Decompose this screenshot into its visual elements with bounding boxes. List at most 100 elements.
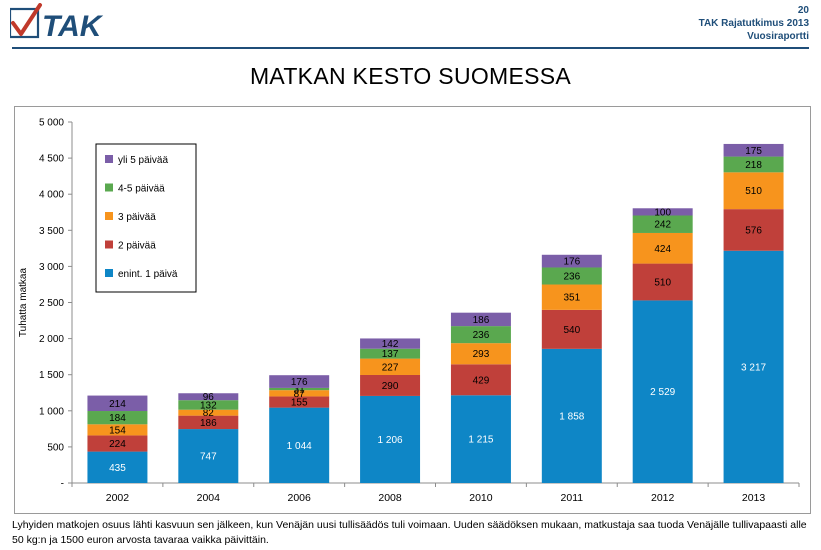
legend-label: 3 päivää — [118, 212, 156, 223]
data-label: 424 — [654, 244, 671, 255]
data-label: 154 — [109, 425, 126, 436]
x-tick-label: 2002 — [106, 492, 130, 504]
chart-legend: yli 5 päivää 4-5 päivää 3 päivää 2 päivää en… — [95, 143, 197, 293]
data-label: 1 044 — [287, 441, 312, 452]
x-tick-label: 2013 — [742, 492, 766, 504]
data-label: 224 — [109, 439, 126, 450]
bar-segment — [178, 393, 239, 401]
data-label: 2 529 — [650, 387, 675, 398]
data-label: 3 217 — [741, 362, 766, 373]
data-label: 242 — [654, 220, 671, 231]
x-tick-label: 2008 — [378, 492, 402, 504]
data-label: 227 — [382, 362, 399, 373]
x-tick-label: 2010 — [469, 492, 493, 504]
bar-segment — [360, 348, 421, 359]
bar-segment — [450, 343, 511, 365]
bar-segment — [723, 156, 784, 173]
bar-segment — [269, 407, 330, 483]
bar-segment — [269, 387, 330, 391]
bar-segment — [632, 232, 693, 264]
bar-segment — [178, 415, 239, 430]
legend-swatch — [105, 183, 113, 192]
bar-segment — [360, 374, 421, 396]
y-tick-label: 1 500 — [39, 370, 64, 381]
data-label: 1 206 — [378, 435, 403, 446]
legend-label: enint. 1 päivä — [118, 269, 178, 280]
data-label: 186 — [200, 418, 217, 429]
data-label: 510 — [745, 186, 762, 197]
data-label: 540 — [563, 325, 580, 336]
legend-swatch — [105, 269, 113, 277]
bar-segment — [632, 215, 693, 233]
page-title: MATKAN KESTO SUOMESSA — [249, 63, 572, 89]
tak-logo: TAK — [10, 3, 104, 43]
x-tick-label: 2011 — [561, 492, 584, 504]
bar-segment — [269, 396, 330, 408]
y-tick-label: 2 500 — [39, 298, 64, 309]
data-label: 236 — [473, 330, 490, 341]
chart-axes: - 500 1 000 1 500 2 000 2 500 3 000 3 500 4 000 4… — [18, 118, 800, 504]
bar-segment — [450, 364, 511, 396]
bar-segment — [632, 300, 693, 483]
bar-segment — [723, 209, 784, 251]
y-tick-label: 2 000 — [39, 334, 64, 345]
bar-segment — [723, 250, 784, 483]
data-label: 100 — [654, 207, 671, 218]
legend-label: 2 päivää — [118, 241, 156, 252]
legend-label: 4-5 päivää — [118, 184, 165, 195]
bar-segment — [87, 411, 148, 425]
bar-segment — [541, 309, 602, 349]
bar-segment — [541, 267, 602, 285]
data-label: 82 — [203, 408, 215, 419]
data-label: 137 — [382, 349, 399, 360]
report-title: TAK Rajatutkimus 2013 — [698, 18, 809, 29]
bar-segment — [541, 348, 602, 483]
data-label: 510 — [654, 277, 671, 288]
bar-segment — [178, 400, 239, 410]
data-label: 293 — [473, 349, 490, 360]
bar-segment — [178, 429, 239, 483]
y-tick-label: 4 000 — [39, 190, 64, 201]
data-label: 236 — [563, 272, 580, 283]
bar-segment — [541, 254, 602, 268]
header-rule — [12, 47, 809, 49]
data-label: 184 — [109, 413, 126, 424]
data-label: 747 — [200, 452, 217, 463]
y-tick-label: 5 000 — [39, 118, 64, 129]
data-label: 31 — [294, 385, 306, 396]
bar-segment — [632, 263, 693, 301]
data-label: 435 — [109, 463, 126, 474]
bar-segment — [87, 435, 148, 452]
report-subtitle: Vuosiraportti — [747, 31, 809, 42]
bar-segment — [269, 390, 330, 397]
bar-segment — [269, 375, 330, 388]
bar-segment — [450, 395, 511, 483]
data-label: 132 — [200, 400, 217, 411]
data-label: 214 — [109, 399, 126, 410]
bar-segment — [178, 409, 239, 416]
bar-segment — [450, 312, 511, 327]
logo-text: TAK — [42, 10, 104, 43]
y-tick-label: - — [61, 479, 64, 490]
x-tick-label: 2006 — [288, 492, 312, 504]
page-number: 20 — [797, 5, 809, 16]
data-label: 176 — [563, 257, 580, 268]
bar-segment — [360, 338, 421, 349]
bar-segment — [360, 358, 421, 375]
data-label: 1 215 — [468, 435, 493, 446]
data-label: 576 — [745, 225, 762, 236]
data-label: 186 — [473, 315, 490, 326]
data-label: 351 — [563, 293, 580, 304]
caption-text: Lyhyiden matkojen osuus lähti kasvuun se… — [12, 519, 807, 546]
data-label: 429 — [473, 375, 490, 386]
y-tick-label: 1 000 — [39, 406, 64, 417]
x-tick-label: 2012 — [651, 492, 675, 504]
data-label: 155 — [291, 398, 308, 409]
data-label: 96 — [203, 392, 215, 403]
y-tick-label: 3 000 — [39, 262, 64, 273]
legend-swatch — [105, 212, 113, 220]
data-label: 175 — [745, 146, 762, 157]
data-label: 176 — [291, 377, 308, 388]
bar-segment — [723, 172, 784, 210]
